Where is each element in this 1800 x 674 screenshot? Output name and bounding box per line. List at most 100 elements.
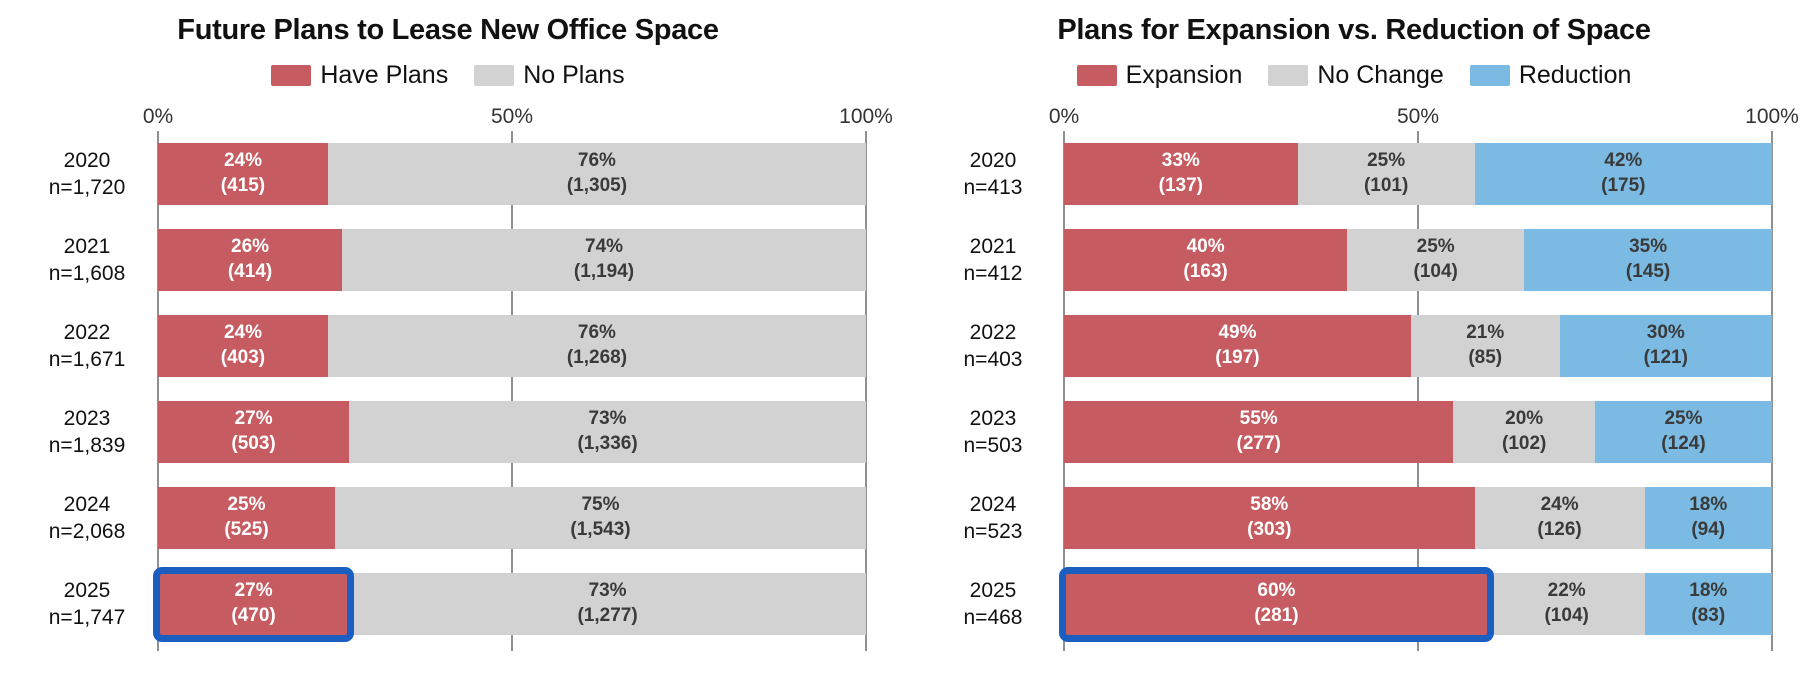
year-text: 2023 [969, 406, 1017, 430]
no-change-swatch-icon [1268, 64, 1309, 86]
no-change-segment-2020: 25% (101) [1297, 143, 1475, 205]
gridline-0pct [157, 131, 159, 651]
segment-count: (414) [227, 261, 273, 282]
segment-count: (83) [1691, 605, 1726, 626]
expansion-segment-2023: 55% (277) [1064, 401, 1454, 463]
bar-row-2025: 2025 n=468 60% (281) 22% (104) 18% (83) [964, 567, 1772, 642]
sample-size-text: n=1,839 [48, 434, 126, 457]
segment-count: (197) [1215, 347, 1260, 368]
expansion-reduction-chart: Plans for Expansion vs. Reduction of Spa… [936, 10, 1799, 674]
sample-size-text: n=1,671 [48, 348, 126, 371]
x-axis: 0% 50% 100% [143, 101, 893, 131]
segment-count: (145) [1625, 261, 1671, 282]
year-text: 2020 [63, 148, 111, 172]
year-text: 2021 [63, 234, 111, 258]
bar-row-2023: 2023 n=503 55% (277) 20% (102) 25% (124) [964, 401, 1772, 463]
reduction-segment-2022: 30% (121) [1559, 315, 1772, 377]
segment-percent: 25% [1664, 408, 1703, 430]
segment-count: (137) [1158, 175, 1203, 196]
legend-label: Expansion [1125, 60, 1243, 89]
segment-percent: 25% [1416, 236, 1455, 258]
gridline-0pct [1063, 131, 1065, 651]
segment-percent: 24% [223, 150, 262, 172]
x-axis-tick-0pct: 0% [142, 105, 174, 128]
sample-size-text: n=1,720 [48, 176, 126, 199]
segment-count: (1,268) [566, 347, 628, 368]
sample-size-text: n=1,747 [48, 606, 126, 629]
have-plans-segment-2023: 27% (503) [158, 401, 350, 463]
sample-size-text: n=503 [963, 434, 1023, 457]
have-plans-segment-2021: 26% (414) [158, 229, 343, 291]
sample-size-text: n=1,608 [48, 262, 126, 285]
have-plans-segment-2024: 25% (525) [158, 487, 335, 549]
no-plans-segment-2021: 74% (1,194) [342, 229, 866, 291]
x-axis: 0% 50% 100% [1049, 101, 1799, 131]
bar-row-2020: 2020 n=1,720 24% (415) 76% (1,305) [49, 143, 866, 205]
bar-row-2022: 2022 n=1,671 24% (403) 76% (1,268) [49, 315, 866, 377]
legend-item-expansion: Expansion [1076, 60, 1243, 90]
segment-percent: 20% [1505, 408, 1544, 430]
bar-row-2021: 2021 n=1,608 26% (414) 74% (1,194) [49, 229, 866, 291]
bar-row-2022: 2022 n=403 49% (197) 21% (85) 30% (121) [964, 315, 1772, 377]
have-plans-swatch-icon [271, 64, 312, 86]
segment-percent: 24% [1540, 494, 1579, 516]
segment-count: (1,277) [577, 605, 638, 626]
chart-title: Future Plans to Lease New Office Space [177, 14, 719, 46]
gridline-50pct [511, 131, 513, 651]
segment-percent: 25% [1367, 150, 1406, 172]
sample-size-text: n=2,068 [48, 520, 126, 543]
no-change-segment-2021: 25% (104) [1347, 229, 1525, 291]
sample-size-text: n=523 [963, 520, 1023, 543]
year-label-2025: 2025 n=468 [936, 573, 1064, 635]
x-axis-tick-0pct: 0% [1048, 105, 1080, 128]
no-plans-segment-2025: 73% (1,277) [349, 573, 866, 635]
year-text: 2025 [63, 578, 111, 602]
segment-count: (124) [1661, 433, 1706, 454]
segment-percent: 18% [1689, 494, 1728, 516]
segment-count: (102) [1502, 433, 1547, 454]
legend-label: No Change [1317, 60, 1444, 89]
sample-size-text: n=413 [963, 176, 1023, 199]
segment-percent: 76% [577, 150, 616, 172]
year-text: 2024 [969, 492, 1017, 516]
segment-count: (303) [1247, 519, 1292, 540]
segment-count: (85) [1468, 347, 1503, 368]
segment-percent: 40% [1186, 236, 1225, 258]
segment-count: (101) [1363, 175, 1409, 196]
segment-count: (277) [1236, 433, 1281, 454]
chart-legend: Have Plans No Plans [30, 59, 866, 91]
reduction-segment-2025: 18% (83) [1644, 573, 1772, 635]
have-plans-segment-2025: 27% (470) [158, 573, 350, 635]
segment-percent: 18% [1689, 580, 1728, 602]
x-axis-tick-50pct: 50% [490, 105, 534, 128]
segment-count: (1,543) [570, 519, 631, 540]
segment-percent: 73% [588, 408, 627, 430]
segment-percent: 21% [1466, 322, 1505, 344]
expansion-swatch-icon [1076, 64, 1117, 86]
no-change-segment-2024: 24% (126) [1474, 487, 1645, 549]
year-label-2023: 2023 n=503 [936, 401, 1064, 463]
no-plans-segment-2024: 75% (1,543) [335, 487, 866, 549]
year-label-2021: 2021 n=412 [936, 229, 1064, 291]
segment-count: (126) [1537, 519, 1582, 540]
expansion-segment-2022: 49% (197) [1064, 315, 1411, 377]
legend-item-have-plans: Have Plans [271, 61, 448, 90]
year-label-2020: 2020 n=413 [936, 143, 1064, 205]
legend-label: Reduction [1518, 60, 1632, 89]
segment-percent: 42% [1604, 150, 1643, 172]
bar-row-2020: 2020 n=413 33% (137) 25% (101) 42% (175) [964, 143, 1772, 205]
segment-percent: 27% [234, 580, 273, 602]
segment-count: (121) [1643, 347, 1688, 368]
segment-count: (104) [1544, 605, 1589, 626]
segment-percent: 74% [585, 236, 624, 258]
year-label-2025: 2025 n=1,747 [30, 573, 158, 635]
segment-count: (525) [224, 519, 269, 540]
segment-percent: 55% [1239, 408, 1278, 430]
lease-plans-chart: Future Plans to Lease New Office Space H… [30, 10, 893, 674]
legend-item-no-plans: No Plans [474, 61, 625, 90]
segment-percent: 35% [1629, 236, 1668, 258]
year-label-2023: 2023 n=1,839 [30, 401, 158, 463]
segment-percent: 27% [234, 408, 273, 430]
segment-count: (470) [231, 605, 276, 626]
